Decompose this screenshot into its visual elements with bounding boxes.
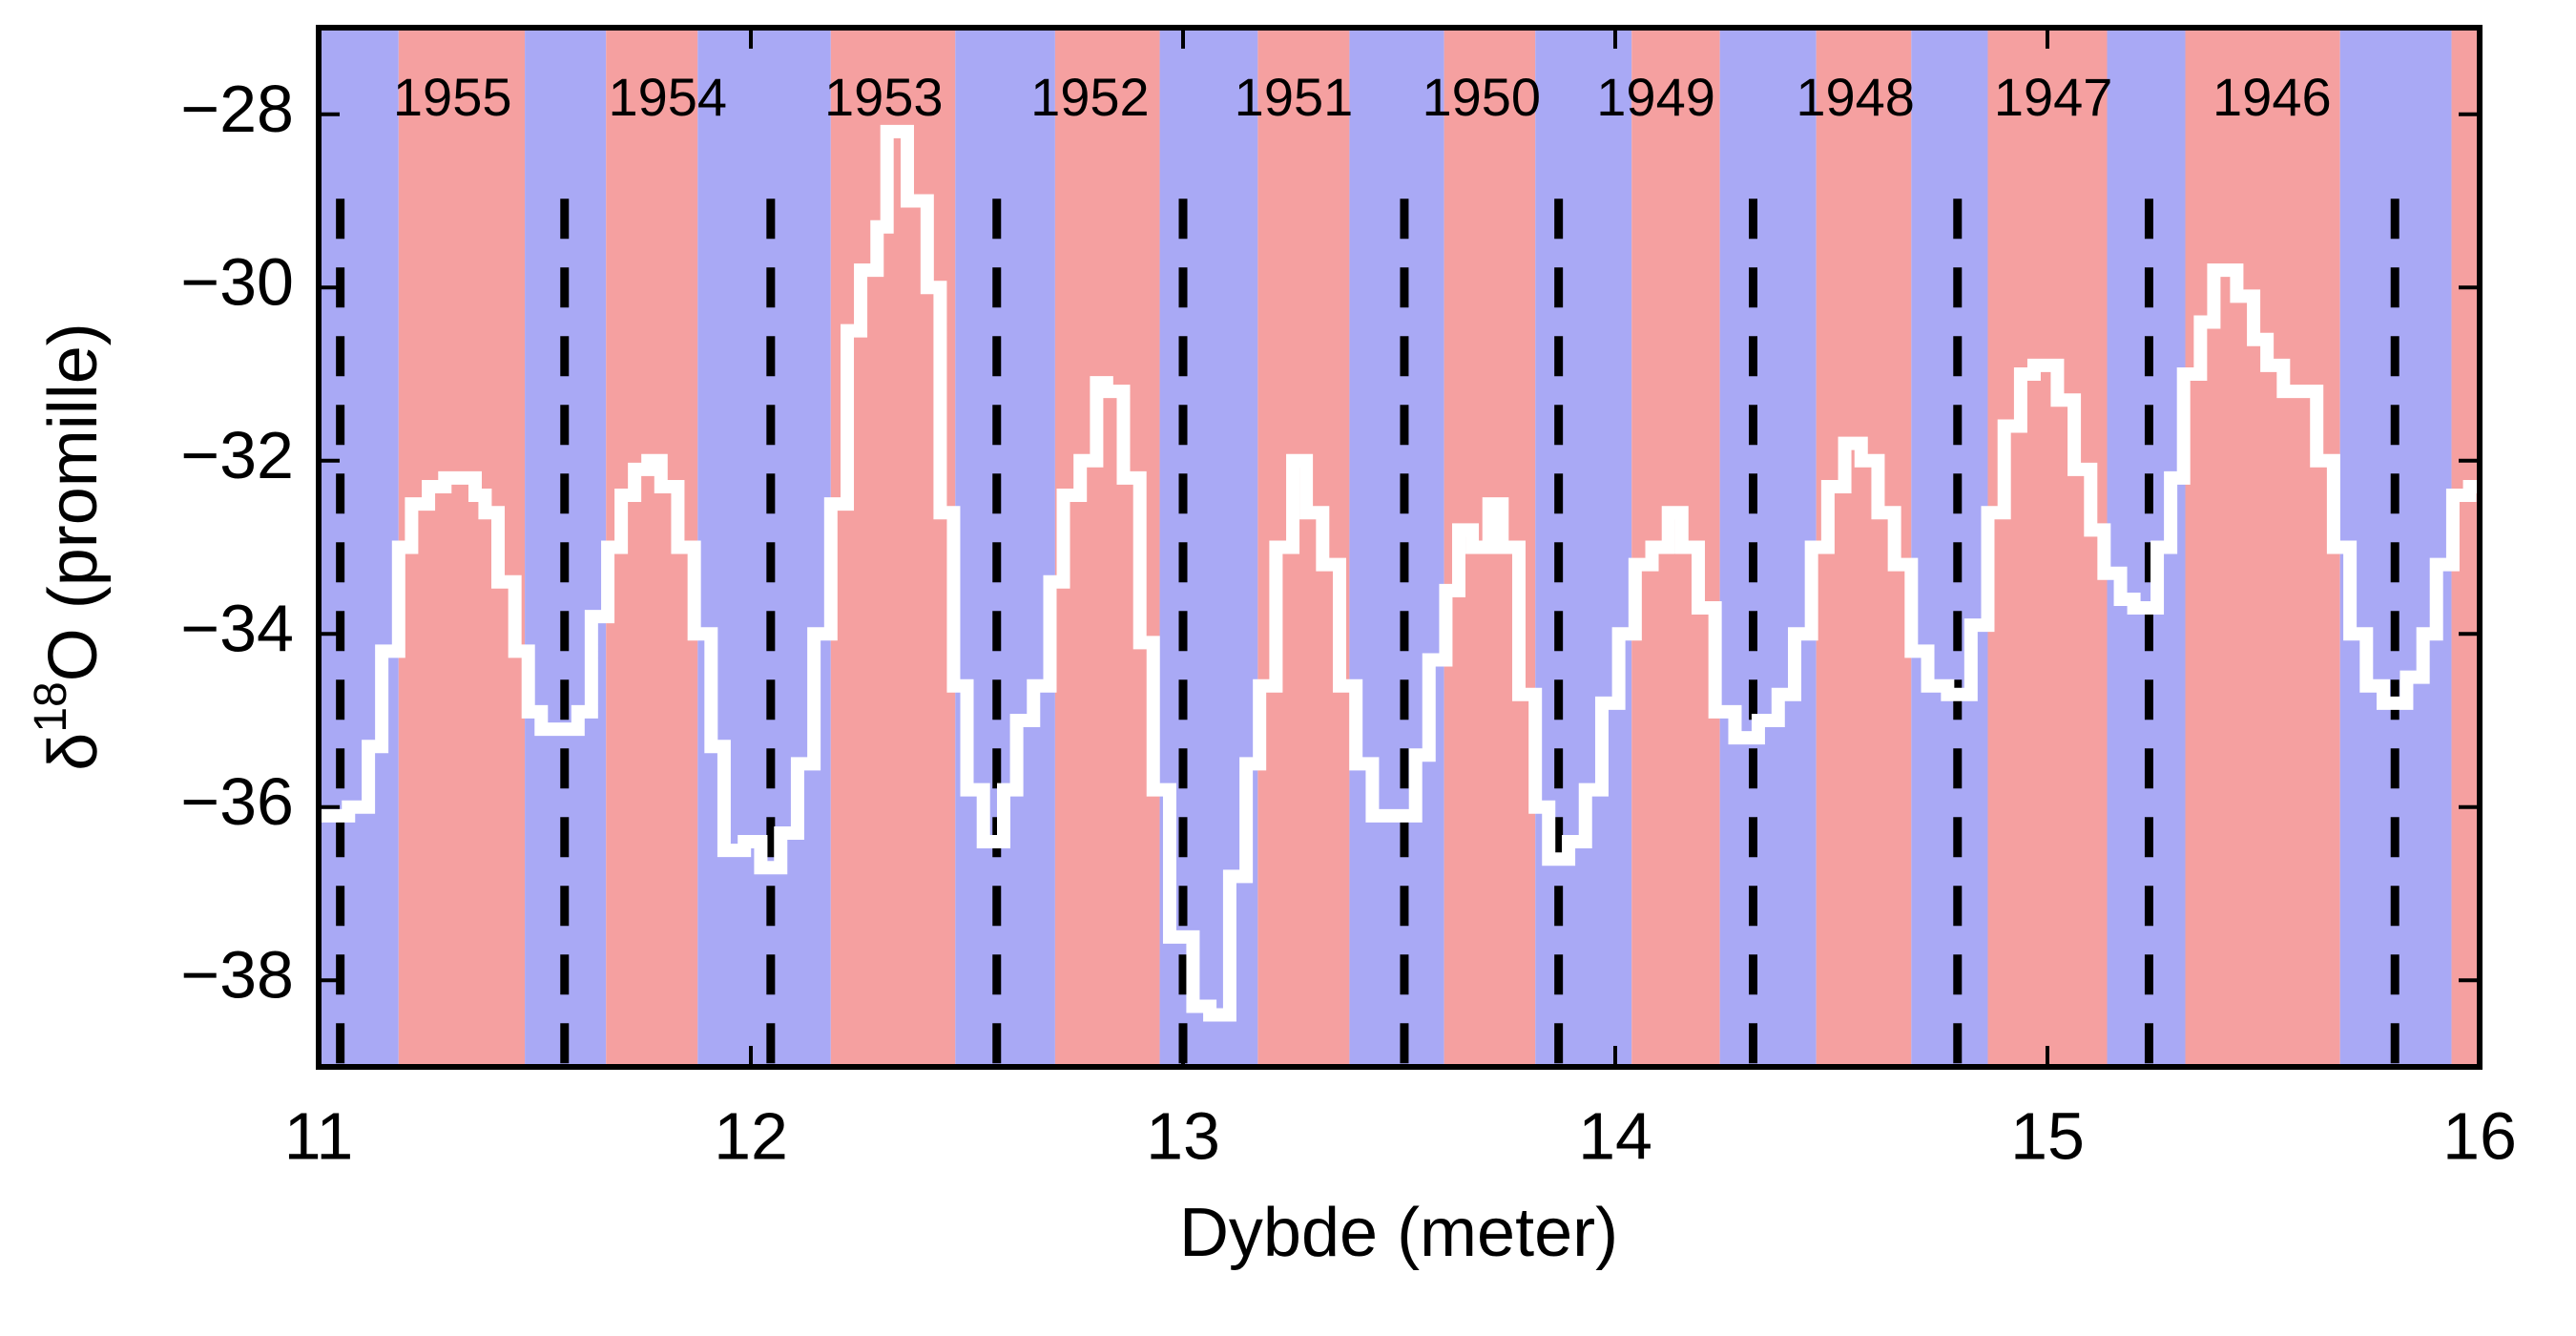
year-label: 1955 <box>393 67 512 127</box>
year-label: 1946 <box>2212 67 2332 127</box>
season-band <box>2185 28 2340 1067</box>
season-band <box>955 28 1055 1067</box>
bands <box>319 28 2480 1067</box>
x-tick-label: 14 <box>1578 1098 1652 1173</box>
season-band <box>1987 28 2108 1067</box>
year-label: 1948 <box>1796 67 1915 127</box>
year-label: 1949 <box>1596 67 1715 127</box>
y-tick-label: −28 <box>180 72 294 146</box>
season-band <box>697 28 831 1067</box>
year-label: 1952 <box>1030 67 1150 127</box>
season-band <box>1535 28 1632 1067</box>
year-label: 1947 <box>1994 67 2113 127</box>
y-tick-label: −32 <box>180 418 294 492</box>
x-tick-label: 16 <box>2442 1098 2517 1173</box>
year-label: 1954 <box>609 67 728 127</box>
year-label: 1950 <box>1423 67 1542 127</box>
y-label-superscript: 18 <box>26 681 76 732</box>
year-label: 1951 <box>1235 67 1354 127</box>
season-band <box>1349 28 1444 1067</box>
x-tick-label: 15 <box>2010 1098 2085 1173</box>
y-tick-label: −30 <box>180 245 294 320</box>
y-axis-label: δ18O (promille) <box>26 323 112 771</box>
axes: −38 −36 −34 −32 −30 −28 11 12 13 14 15 16 <box>180 25 2517 1173</box>
season-band <box>1911 28 1988 1067</box>
y-tick-label: −34 <box>180 592 294 666</box>
season-band <box>319 28 399 1067</box>
y-label-prefix: δ <box>35 733 112 771</box>
marks: 1955 1954 1953 1952 1951 1950 1949 1948 1947 1946 <box>319 67 2480 1067</box>
x-tick-label: 13 <box>1146 1098 1220 1173</box>
y-label-text: O (promille) <box>35 323 112 681</box>
season-band <box>1719 28 1817 1067</box>
y-tick-label: −38 <box>180 938 294 1012</box>
x-tick-label: 11 <box>284 1098 354 1173</box>
y-tick-label: −36 <box>180 764 294 839</box>
x-tick-label: 12 <box>714 1098 788 1173</box>
year-label: 1953 <box>824 67 944 127</box>
plot-frame <box>316 25 2483 1070</box>
data-line <box>319 124 2480 1022</box>
x-axis-label: Dybde (meter) <box>1179 1195 1618 1271</box>
